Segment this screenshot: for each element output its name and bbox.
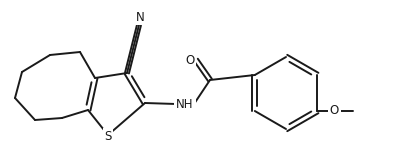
Text: N: N — [136, 10, 144, 24]
Text: NH: NH — [176, 97, 194, 111]
Text: S: S — [104, 129, 112, 142]
Text: O: O — [330, 105, 339, 118]
Text: O: O — [185, 53, 195, 67]
